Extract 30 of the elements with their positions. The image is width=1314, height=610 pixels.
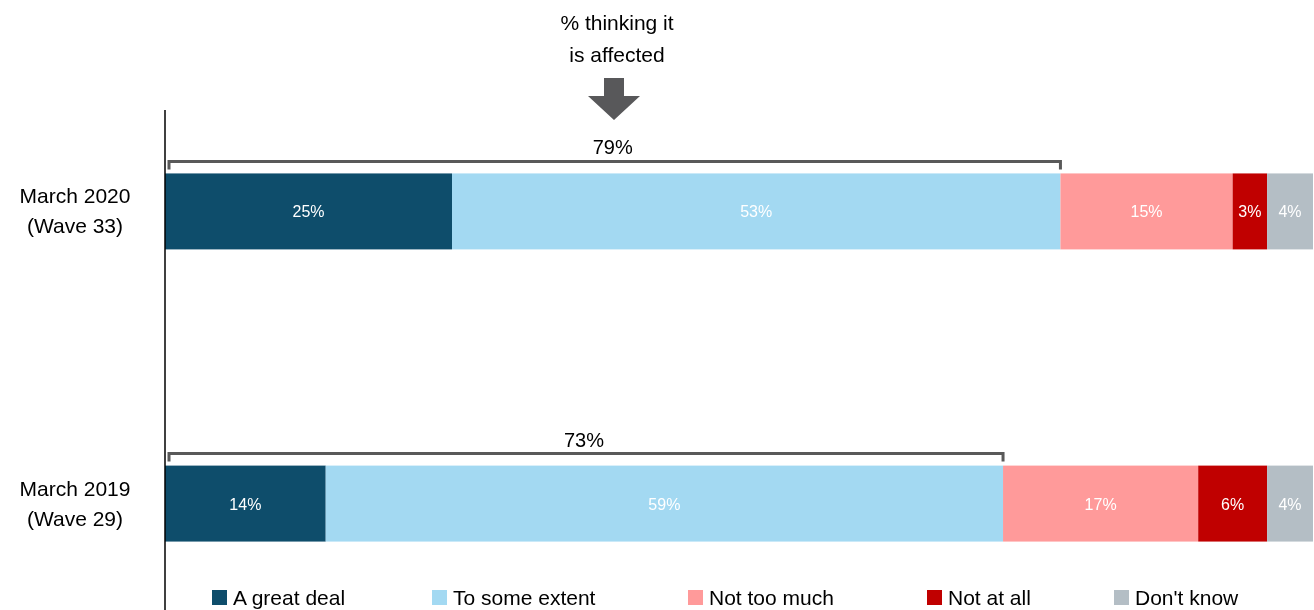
bar (325, 465, 1004, 542)
annotation: 79% (592, 136, 633, 159)
data-label: 14% (229, 495, 262, 513)
data-label: 25% (292, 203, 325, 221)
data-label: 3% (1238, 203, 1262, 221)
bar (1060, 173, 1233, 250)
data-label: 6% (1221, 495, 1245, 513)
bar (165, 173, 452, 250)
legend-label: Not at all (948, 586, 1031, 609)
legend-label: Not too much (709, 586, 834, 609)
bar (1232, 173, 1268, 250)
legend-label: To some extent (453, 586, 596, 609)
bar (1267, 465, 1313, 542)
annotation: % thinking it is affected (560, 11, 674, 66)
data-label: 4% (1278, 203, 1302, 221)
legend-label: Don't know (1135, 586, 1240, 609)
y-tick-label: March 2020 (Wave 33) (19, 184, 131, 238)
data-label: 59% (648, 495, 681, 513)
bar (1003, 465, 1199, 542)
bar (1198, 465, 1268, 542)
data-label: 4% (1278, 495, 1302, 513)
data-label: 53% (740, 203, 773, 221)
annotation: 73% (564, 428, 605, 451)
data-label: 17% (1084, 495, 1117, 513)
bar (165, 465, 326, 542)
bar (452, 173, 1061, 250)
data-label: 15% (1130, 203, 1163, 221)
y-tick-label: March 2019 (Wave 29) (19, 476, 131, 530)
legend-label: A great deal (233, 586, 346, 609)
bar (1267, 173, 1313, 250)
